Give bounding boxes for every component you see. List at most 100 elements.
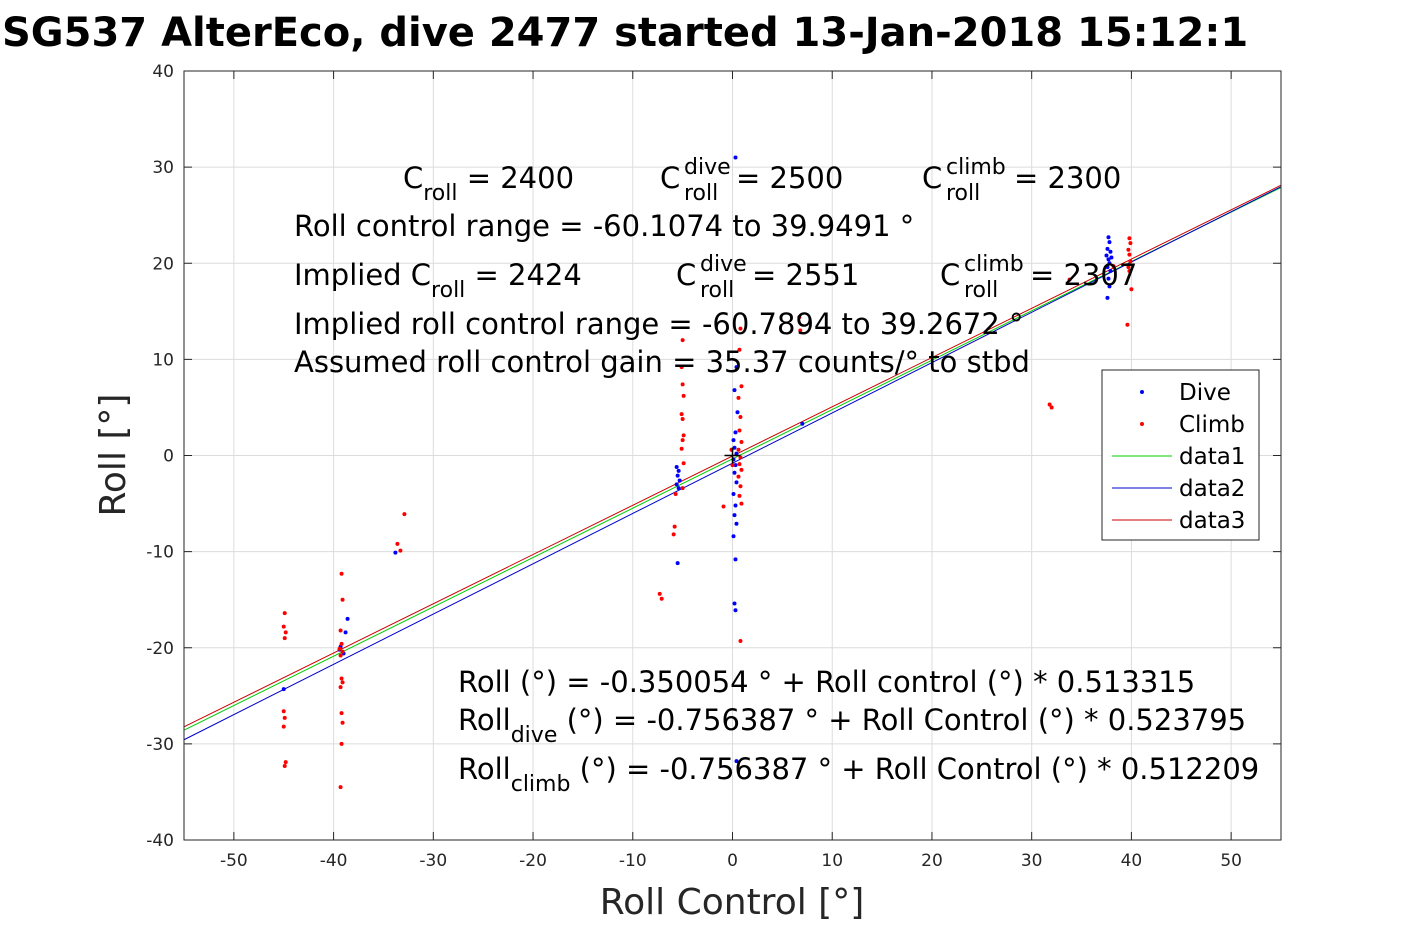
y-tick-label: -20 <box>146 639 174 659</box>
x-tick-label: 50 <box>1220 851 1242 871</box>
point-dive <box>1106 276 1111 281</box>
point-dive <box>1109 255 1114 260</box>
annotation-implied-c-roll: Implied Croll = 2424 <box>294 258 582 303</box>
point-climb <box>680 338 685 343</box>
point-climb <box>1128 241 1133 246</box>
y-tick-label: 30 <box>152 158 174 178</box>
point-climb <box>736 447 741 452</box>
annotation-implied-c-dive-sub: roll <box>700 278 734 303</box>
x-tick-label: -30 <box>419 851 447 871</box>
point-climb <box>395 541 400 546</box>
x-tick-label: 0 <box>727 851 738 871</box>
point-dive <box>1107 261 1112 266</box>
annotation-c-roll-climb-sub: roll <box>946 181 980 206</box>
point-dive <box>1108 268 1113 273</box>
point-climb <box>338 785 343 790</box>
point-dive <box>731 438 736 443</box>
point-climb <box>1049 405 1054 410</box>
annotation-fit-dive: Rolldive (°) = -0.756387 ° + Roll Contro… <box>458 703 1246 748</box>
point-dive <box>677 478 682 483</box>
point-climb <box>739 467 744 472</box>
annotation-implied-c-dive-value: = 2551 <box>752 258 859 292</box>
point-dive <box>733 503 738 508</box>
x-tick-label: 30 <box>1021 851 1043 871</box>
point-climb <box>737 462 742 467</box>
point-climb <box>681 393 686 398</box>
annotation-c-roll-dive: C <box>660 161 680 195</box>
point-climb <box>1125 322 1130 327</box>
point-climb <box>738 415 743 420</box>
point-climb <box>1126 247 1131 252</box>
point-dive <box>731 491 736 496</box>
origin-plus-marker <box>724 447 741 464</box>
point-dive <box>734 451 739 456</box>
point-climb <box>1127 252 1132 257</box>
point-dive <box>734 365 739 370</box>
point-dive <box>731 534 736 539</box>
point-climb <box>339 676 344 681</box>
x-tick-label: -40 <box>320 851 348 871</box>
point-dive <box>732 601 737 606</box>
y-tick-label: -30 <box>146 735 174 755</box>
legend-marker-dive <box>1140 390 1144 394</box>
point-climb <box>339 711 344 716</box>
legend-label-data2: data2 <box>1179 476 1245 502</box>
point-climb <box>339 741 344 746</box>
point-climb <box>680 416 685 421</box>
chart-title: SG537 AlterEco, dive 2477 started 13-Jan… <box>2 10 1248 56</box>
point-climb <box>1127 268 1132 273</box>
point-dive <box>733 463 738 468</box>
point-climb <box>673 491 678 496</box>
point-climb <box>681 461 686 466</box>
y-tick-label: 10 <box>152 350 174 370</box>
annotation-c-roll-climb: C <box>922 161 942 195</box>
point-climb <box>1047 402 1052 407</box>
point-climb <box>1067 277 1072 282</box>
point-climb <box>283 630 288 635</box>
point-climb <box>338 653 343 658</box>
point-dive <box>1108 249 1113 254</box>
point-climb <box>738 484 743 489</box>
point-dive <box>734 480 739 485</box>
point-climb <box>1128 259 1133 264</box>
point-climb <box>738 326 743 331</box>
point-climb <box>281 724 286 729</box>
point-climb <box>736 474 741 479</box>
legend-label-data3: data3 <box>1179 508 1245 534</box>
point-dive <box>734 759 739 764</box>
point-climb <box>283 760 288 765</box>
point-dive <box>1104 253 1109 258</box>
point-dive <box>800 421 805 426</box>
point-dive <box>734 521 739 526</box>
data-points <box>281 155 1134 790</box>
point-dive <box>1105 246 1110 251</box>
point-dive <box>1105 295 1110 300</box>
point-climb <box>672 524 677 529</box>
x-tick-label: -50 <box>220 851 248 871</box>
point-dive <box>345 616 350 621</box>
annotation-c-roll-dive-sup: dive <box>684 155 731 180</box>
point-climb <box>339 641 344 646</box>
y-tick-label: -40 <box>146 831 174 851</box>
legend-marker-climb <box>1140 422 1144 426</box>
point-climb <box>797 315 802 320</box>
point-climb <box>738 639 743 644</box>
annotation-implied-c-climb-value: = 2307 <box>1030 258 1137 292</box>
annotation-implied-c-dive-sup: dive <box>700 252 747 277</box>
point-climb <box>340 680 345 685</box>
point-climb <box>680 382 685 387</box>
annotation-implied-range: Implied roll control range = -60.7894 to… <box>294 307 1024 341</box>
point-climb <box>1126 265 1131 270</box>
point-climb <box>340 720 345 725</box>
point-climb <box>340 597 345 602</box>
y-tick-label: -10 <box>146 543 174 563</box>
annotation-gain: Assumed roll control gain = 35.37 counts… <box>294 345 1030 379</box>
annotation-implied-c-dive: C <box>676 258 696 292</box>
point-climb <box>681 433 686 438</box>
point-climb <box>739 440 744 445</box>
annotation-c-roll-dive-sub: roll <box>684 181 718 206</box>
point-dive <box>732 388 737 393</box>
point-climb <box>337 646 342 651</box>
legend-label-climb: Climb <box>1179 412 1245 438</box>
annotation-roll-control-range: Roll control range = -60.1074 to 39.9491… <box>294 209 914 243</box>
